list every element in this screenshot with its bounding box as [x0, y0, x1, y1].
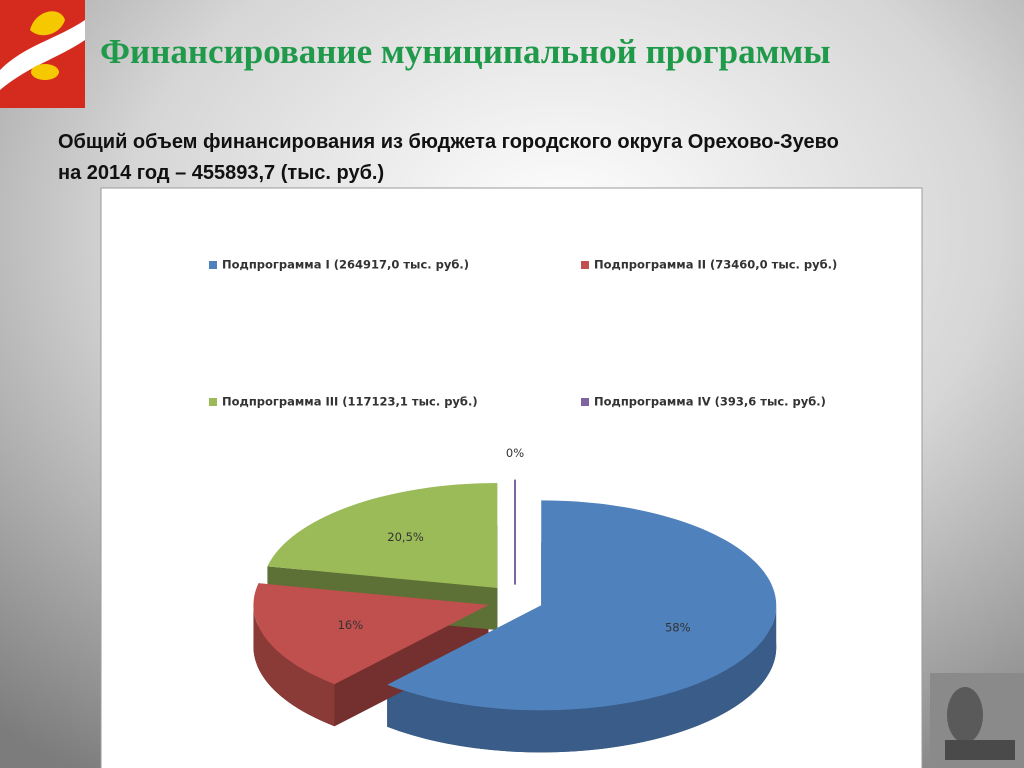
owl-image [930, 673, 1024, 768]
legend-label: Подпрограмма III (117123,1 тыс. руб.) [222, 395, 478, 409]
pie-chart: Подпрограмма I (264917,0 тыс. руб.) Подпр… [209, 258, 837, 753]
slice [387, 500, 777, 711]
legend-swatch [209, 398, 217, 406]
slice [253, 583, 489, 685]
legend-label: Подпрограмма I (264917,0 тыс. руб.) [222, 258, 469, 272]
subtitle-line: на 2014 год – 455893,7 (тыс. руб.) [58, 162, 384, 184]
slice-side [253, 604, 335, 727]
legend-swatch [581, 398, 589, 406]
legend-label: Подпрограмма IV (393,6 тыс. руб.) [594, 395, 826, 409]
legend-swatch [209, 261, 217, 269]
slice [267, 483, 498, 589]
subtitle-line: Общий объем финансирования из бюджета го… [58, 131, 839, 153]
data-label: 0% [506, 446, 524, 460]
data-label: 20,5% [387, 530, 424, 544]
legend-label: Подпрограмма II (73460,0 тыс. руб.) [594, 258, 837, 272]
slice-side [387, 605, 777, 753]
data-label: 16% [338, 618, 364, 632]
logo [0, 0, 85, 108]
slide-title: Финансирование муниципальной программы [100, 32, 831, 71]
data-label: 58% [665, 621, 691, 635]
legend-swatch [581, 261, 589, 269]
